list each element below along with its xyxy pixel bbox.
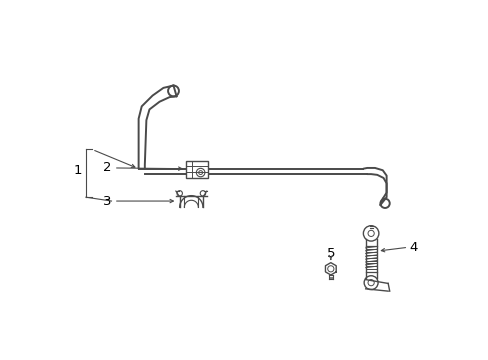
Text: 1: 1 <box>74 164 82 177</box>
Bar <box>185 161 207 178</box>
Text: 5: 5 <box>326 247 334 260</box>
Text: 2: 2 <box>103 161 111 175</box>
Text: 3: 3 <box>103 194 111 208</box>
Text: 4: 4 <box>409 241 417 254</box>
